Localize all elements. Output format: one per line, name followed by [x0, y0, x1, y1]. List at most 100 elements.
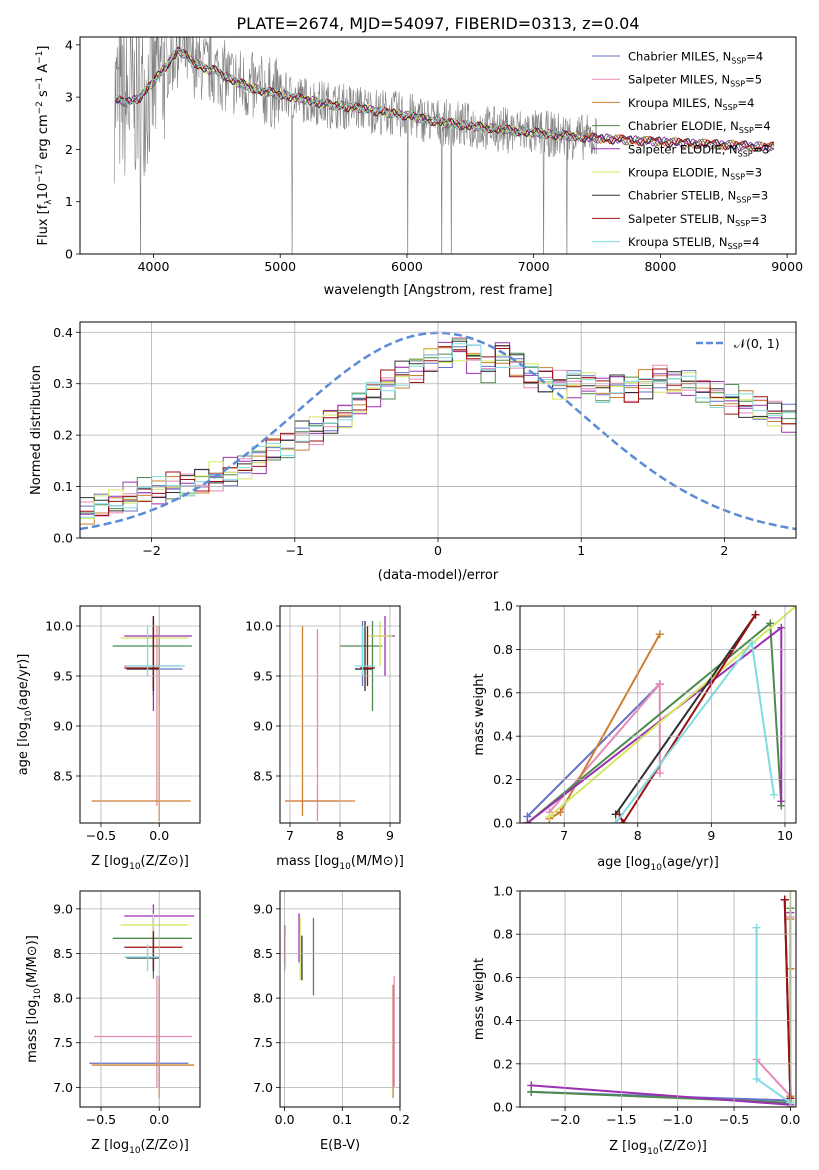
- label-part: (age/yr)]: [16, 654, 31, 711]
- legend-nssp: =3: [745, 166, 762, 180]
- legend-sub: SSP: [730, 173, 745, 182]
- legend-label-1: Salpeter MILES, NSSP=5: [628, 73, 762, 89]
- tick-label-y: 0.2: [493, 772, 513, 787]
- label-sub: 10: [129, 1146, 141, 1156]
- figure-title: PLATE=2674, MJD=54097, FIBERID=0313, z=0…: [236, 14, 639, 33]
- x-axis-label: wavelength [Angstrom, rest frame]: [324, 283, 553, 298]
- legend-label-3: Chabrier ELODIE, NSSP=4: [628, 119, 771, 135]
- label-sub: 10: [24, 710, 34, 722]
- tick-label-y: 8.0: [253, 991, 273, 1006]
- axes-frame: [279, 890, 401, 1108]
- legend-nssp: =3: [751, 189, 768, 203]
- weight-line-6: [614, 614, 757, 815]
- legend-label-5: Kroupa ELODIE, NSSP=3: [628, 166, 762, 182]
- tick-label-y: 2: [65, 142, 73, 157]
- tick-label-x: 0.0: [780, 1112, 800, 1127]
- legend-name: Kroupa MILES, N: [628, 96, 723, 110]
- tick-label-x: 7000: [518, 259, 550, 274]
- tick-label-y: 1.0: [493, 599, 513, 614]
- legend-name: Chabrier ELODIE, N: [628, 119, 739, 133]
- tick-label-x: 8: [634, 828, 642, 843]
- tick-label-y: 0.0: [493, 1100, 513, 1115]
- tick-label-x: 2: [720, 543, 728, 558]
- panel-residuals: −2 −1 0 1 2 0.0 0.1 0.2 0.3 0.4 (data-model)/error…: [29, 321, 797, 583]
- histogram-3: [80, 338, 796, 514]
- observed-spectrum: [113, 37, 598, 254]
- tick-label-x: −0.5: [86, 1112, 116, 1127]
- y-axis-label: mass weight: [472, 673, 487, 755]
- tick-label-y: 9.5: [253, 669, 273, 684]
- y-axis-label: Normed distribution: [29, 365, 44, 495]
- label-sub: 10: [647, 1147, 659, 1157]
- tick-label-y: 8.5: [253, 769, 273, 784]
- weight-marker-5: [545, 812, 554, 821]
- legend-label-4: Salpeter ELODIE, NSSP=3: [628, 142, 770, 158]
- tick-label-y: 7.0: [253, 1080, 273, 1095]
- label-part: age [: [597, 855, 630, 870]
- histogram-0: [80, 344, 796, 512]
- panel-age-vs-mass: 7 8 9 8.5 9.0 9.5 10.0 mass [log10(M/M⊙)]: [245, 605, 404, 872]
- tick-label-x: −0.5: [719, 1112, 749, 1127]
- tick-label-x: −1.0: [663, 1112, 693, 1127]
- tick-label-y: 10.0: [45, 619, 73, 634]
- x-axis-label: mass [log10(M/M⊙)]: [276, 854, 404, 872]
- tick-label-x: 0.0: [275, 1112, 295, 1127]
- label-part: log: [25, 1000, 40, 1020]
- x-axis-label: (data-model)/error: [378, 568, 499, 583]
- tick-label-y: 7.5: [53, 1035, 73, 1050]
- tick-label-x: 0.0: [149, 1112, 169, 1127]
- label-sub: 10: [33, 988, 43, 1000]
- tick-label-y: 9.0: [253, 901, 273, 916]
- legend-label-6: Chabrier STELIB, NSSP=3: [628, 189, 768, 205]
- label-part: Z [: [91, 1138, 109, 1153]
- y-label-part: Flux [f: [36, 204, 51, 245]
- axes-frame: [79, 36, 797, 255]
- panel-spectrum: 4000 5000 6000 7000 8000 9000 0 1 2 3 4 wavelength …: [35, 36, 803, 298]
- label-part: Z [: [91, 854, 109, 869]
- tick-label-y: 0.2: [493, 1056, 513, 1071]
- tick-label-y: 8.5: [53, 769, 73, 784]
- weight-marker-8: [752, 923, 761, 932]
- weight-marker-1: [655, 680, 664, 689]
- legend-sub: SSP: [723, 103, 738, 112]
- y-axis-label: mass weight: [472, 958, 487, 1040]
- plot-area-residuals: [80, 331, 796, 531]
- tick-label-y: 0.3: [53, 376, 73, 391]
- tick-label-y: 0.4: [493, 729, 513, 744]
- tick-label-y: 0.6: [493, 685, 513, 700]
- tick-label-y: 0.4: [493, 1013, 513, 1028]
- label-part: mass [: [276, 854, 319, 869]
- weight-marker-2: [655, 630, 664, 639]
- plot-area-age-vs-mass: [285, 616, 395, 821]
- legend-nssp: =5: [745, 73, 762, 87]
- legend-name: Chabrier MILES, N: [628, 50, 731, 64]
- tick-label-y: 7.0: [53, 1080, 73, 1095]
- histogram-8: [80, 343, 796, 518]
- x-axis-label: Z [log10(Z/Z⊙)]: [91, 1138, 189, 1156]
- tick-label-y: 9.0: [53, 719, 73, 734]
- tick-label-x: −2: [142, 543, 160, 558]
- tick-label-x: 0.1: [332, 1112, 352, 1127]
- tick-label-y: 0.2: [53, 428, 73, 443]
- tick-label-x: 9000: [771, 259, 803, 274]
- y-axis-label: age [log10(age/yr)]: [16, 654, 34, 776]
- tick-label-y: 0: [65, 247, 73, 262]
- axes-frame: [279, 605, 401, 824]
- legend-name: Kroupa ELODIE, N: [628, 166, 730, 180]
- tick-label-x: 6000: [391, 259, 423, 274]
- label-part: (age/yr)]: [662, 855, 719, 870]
- label-sub: 10: [339, 862, 351, 872]
- tick-label-x: 0.2: [390, 1112, 410, 1127]
- legend-name: Salpeter MILES, N: [628, 73, 730, 87]
- axes-frame: [519, 605, 797, 824]
- tick-label-y: 0.4: [53, 325, 73, 340]
- legend-nssp: =4: [754, 119, 771, 133]
- legend-nssp: =4: [746, 50, 763, 64]
- tick-label-y: 1.0: [493, 884, 513, 899]
- legend-sub: SSP: [731, 57, 746, 66]
- tick-label-y: 10.0: [245, 619, 273, 634]
- y-label-part: erg cm: [36, 114, 51, 163]
